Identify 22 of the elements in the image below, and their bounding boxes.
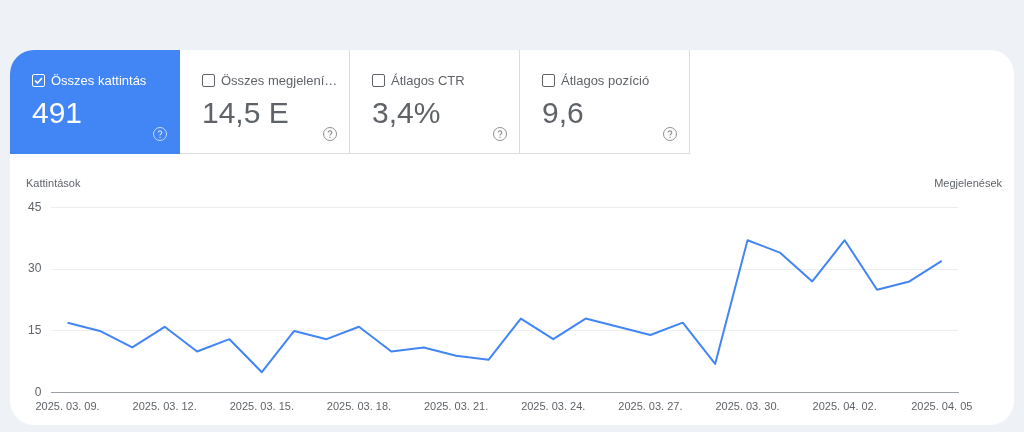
text: 3,4% bbox=[372, 96, 441, 130]
x-tick-label: 2025. 03. 09. bbox=[35, 400, 100, 413]
y-axis-title: Kattintások bbox=[26, 177, 81, 189]
y-tick-label: 15 bbox=[27, 323, 42, 338]
x-tick-label: 2025. 04. 05 bbox=[911, 400, 973, 413]
x-tick-label: 2025. 03. 18. bbox=[326, 400, 392, 413]
x-tick-label: 2025. 03. 12. bbox=[132, 400, 197, 413]
text: Összes megjelení… bbox=[221, 73, 338, 88]
text: Átlagos CTR bbox=[391, 73, 465, 88]
y-tick-label: 45 bbox=[27, 199, 42, 214]
y2-axis-title: Megjelenések bbox=[934, 177, 1002, 189]
x-tick-label: 2025. 03. 15. bbox=[229, 400, 294, 413]
text: Átlagos pozíció bbox=[561, 73, 650, 88]
x-tick-label: 2025. 04. 02. bbox=[812, 400, 877, 413]
text: 9,6 bbox=[542, 96, 584, 130]
x-tick-label: 2025. 03. 24. bbox=[521, 400, 586, 413]
y-tick-label: 30 bbox=[27, 261, 42, 276]
x-tick-label: 2025. 03. 21. bbox=[423, 400, 489, 413]
y-tick-label: 0 bbox=[34, 385, 42, 400]
x-tick-label: 2025. 03. 30. bbox=[715, 400, 780, 413]
text: 14,5 E bbox=[202, 96, 289, 130]
x-tick-label: 2025. 03. 27. bbox=[618, 400, 683, 413]
